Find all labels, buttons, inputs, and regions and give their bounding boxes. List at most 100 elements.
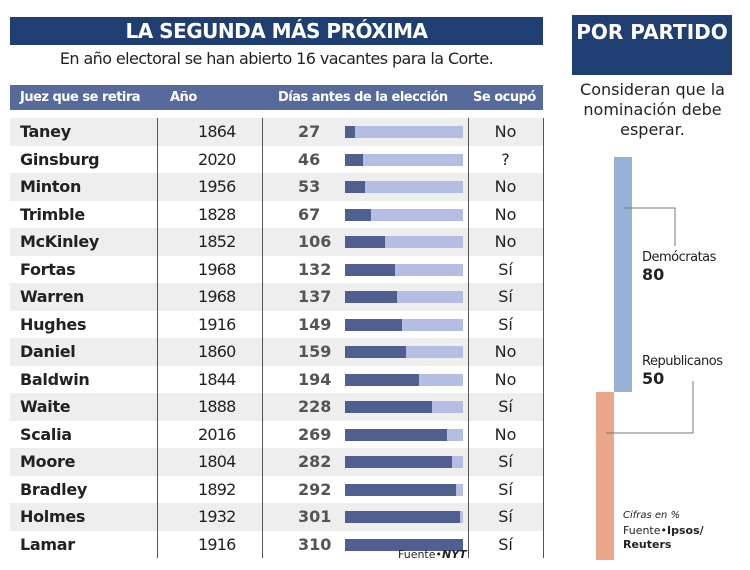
days-value: 27 xyxy=(298,122,321,141)
days-bar-track xyxy=(345,456,463,468)
year: 1916 xyxy=(198,314,236,334)
party-subtitle: Consideran que la nominación debe espera… xyxy=(580,80,725,139)
judge-name: Holmes xyxy=(20,507,86,526)
days-bar xyxy=(345,538,463,551)
days-value: 106 xyxy=(298,232,332,251)
days-bar xyxy=(345,126,356,138)
judge-name: Lamar xyxy=(20,534,75,554)
days-value: 159 xyxy=(298,342,332,361)
days-bar xyxy=(345,483,457,496)
table-row: Moore 1804 282 Sí xyxy=(10,448,543,476)
days-bar-track xyxy=(345,483,463,496)
judge-name: Baldwin xyxy=(20,369,90,389)
days-bar-track xyxy=(345,538,463,551)
days-bar xyxy=(345,263,396,276)
divider xyxy=(157,118,158,558)
days-bar xyxy=(345,181,366,193)
days-bar-track xyxy=(345,318,463,331)
year: 1892 xyxy=(198,479,236,499)
days-value: 269 xyxy=(298,424,332,444)
filled-status: No xyxy=(494,122,517,141)
year: 1916 xyxy=(198,534,236,554)
table-row: Ginsburg 2020 46 ? xyxy=(10,146,543,174)
days-value: 310 xyxy=(298,534,332,554)
filled-status: ? xyxy=(501,149,510,169)
days-bar xyxy=(345,511,460,523)
source-ipsos: Fuente•Ipsos/ Reuters xyxy=(623,524,704,551)
days-bar-track xyxy=(345,291,463,303)
year: 1968 xyxy=(198,259,236,279)
filled-status: No xyxy=(494,424,517,444)
bar-democrats xyxy=(614,157,632,392)
days-bar-track xyxy=(345,263,463,276)
judge-name: Moore xyxy=(20,452,76,471)
table-row: Warren 1968 137 Sí xyxy=(10,283,543,311)
table-row: Hughes 1916 149 Sí xyxy=(10,311,543,339)
judge-name: Trimble xyxy=(20,204,85,224)
table-row: Fortas 1968 132 Sí xyxy=(10,256,543,284)
year: 1932 xyxy=(198,507,236,526)
days-value: 137 xyxy=(298,287,332,306)
filled-status: Sí xyxy=(498,479,513,499)
divider xyxy=(543,118,544,558)
filled-status: Sí xyxy=(498,507,513,526)
title: LA SEGUNDA MÁS PRÓXIMA xyxy=(10,17,543,45)
days-bar xyxy=(345,236,386,248)
judge-name: Scalia xyxy=(20,424,72,444)
judge-name: McKinley xyxy=(20,232,100,251)
year: 2016 xyxy=(198,424,236,444)
table-row: Trimble 1828 67 No xyxy=(10,201,543,229)
days-bar-track xyxy=(345,373,463,386)
label-republicans: Republicanos 50 xyxy=(642,354,723,388)
year: 2020 xyxy=(198,149,236,169)
table-row: Holmes 1932 301 Sí xyxy=(10,503,543,531)
days-bar-track xyxy=(345,126,463,138)
filled-status: Sí xyxy=(498,287,513,306)
filled-status: No xyxy=(494,204,517,224)
header-year: Año xyxy=(170,90,197,105)
year: 1968 xyxy=(198,287,236,306)
filled-status: No xyxy=(494,232,517,251)
header-judge: Juez que se retira xyxy=(20,90,141,105)
judge-name: Daniel xyxy=(20,342,76,361)
table-row: Waite 1888 228 Sí xyxy=(10,393,543,421)
year: 1852 xyxy=(198,232,236,251)
days-bar xyxy=(345,401,432,413)
table-row: Baldwin 1844 194 No xyxy=(10,366,543,394)
days-bar xyxy=(345,373,419,386)
filled-status: No xyxy=(494,369,517,389)
divider xyxy=(262,118,263,558)
days-bar-track xyxy=(345,511,463,523)
subtitle: En año electoral se han abierto 16 vacan… xyxy=(59,49,494,68)
days-bar xyxy=(345,318,402,331)
days-value: 194 xyxy=(298,369,332,389)
year: 1860 xyxy=(198,342,236,361)
filled-status: No xyxy=(494,177,517,196)
year: 1828 xyxy=(198,204,236,224)
header-days: Días antes de la elección xyxy=(278,90,448,105)
table-row: Daniel 1860 159 No xyxy=(10,338,543,366)
days-value: 301 xyxy=(298,507,332,526)
judge-name: Ginsburg xyxy=(20,149,100,169)
table-row: McKinley 1852 106 No xyxy=(10,228,543,256)
table-header: Juez que se retira Año Días antes de la … xyxy=(10,85,543,110)
days-bar xyxy=(345,456,453,468)
table-row: Minton 1956 53 No xyxy=(10,173,543,201)
filled-status: Sí xyxy=(498,534,513,554)
days-value: 228 xyxy=(298,397,332,416)
days-bar xyxy=(345,428,448,441)
table-row: Bradley 1892 292 Sí xyxy=(10,476,543,504)
days-bar-track xyxy=(345,208,463,221)
judge-name: Minton xyxy=(20,177,82,196)
year: 1864 xyxy=(198,122,236,141)
judge-name: Hughes xyxy=(20,314,87,334)
days-bar-track xyxy=(345,236,463,248)
filled-status: Sí xyxy=(498,259,513,279)
days-value: 132 xyxy=(298,259,332,279)
days-bar-track xyxy=(345,181,463,193)
note: Cifras en % xyxy=(623,510,681,521)
days-value: 46 xyxy=(298,149,321,169)
days-bar-track xyxy=(345,153,463,166)
days-bar xyxy=(345,208,371,221)
